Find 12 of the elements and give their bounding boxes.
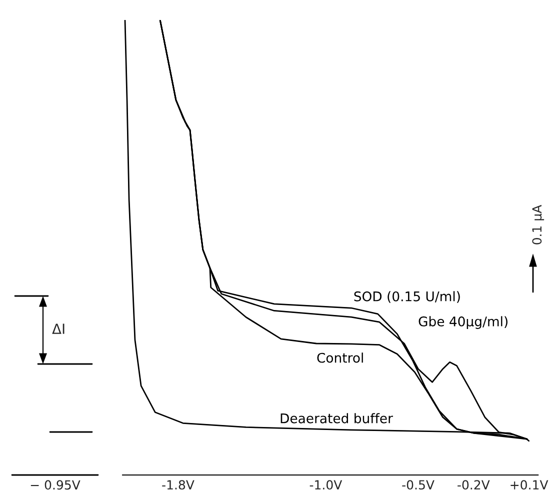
x-tick-label: -0.2V — [458, 480, 490, 490]
text: − 0.95V — [30, 480, 80, 490]
series-label: Gbe 40μg/ml) — [418, 316, 508, 329]
x-tick-label: -1.8V — [162, 480, 194, 490]
series-label: SOD (0.15 U/ml) — [354, 291, 460, 303]
series-label: Control — [317, 352, 363, 363]
x-tick-label: -0.5V — [402, 480, 434, 490]
text: ΔI — [52, 324, 64, 334]
series-label: Deaerated buffer — [280, 413, 393, 424]
x-tick-label: -1.0V — [310, 480, 342, 490]
x-tick-label: +0.1V — [510, 480, 548, 490]
annotation: 0.1 μA — [532, 204, 544, 244]
